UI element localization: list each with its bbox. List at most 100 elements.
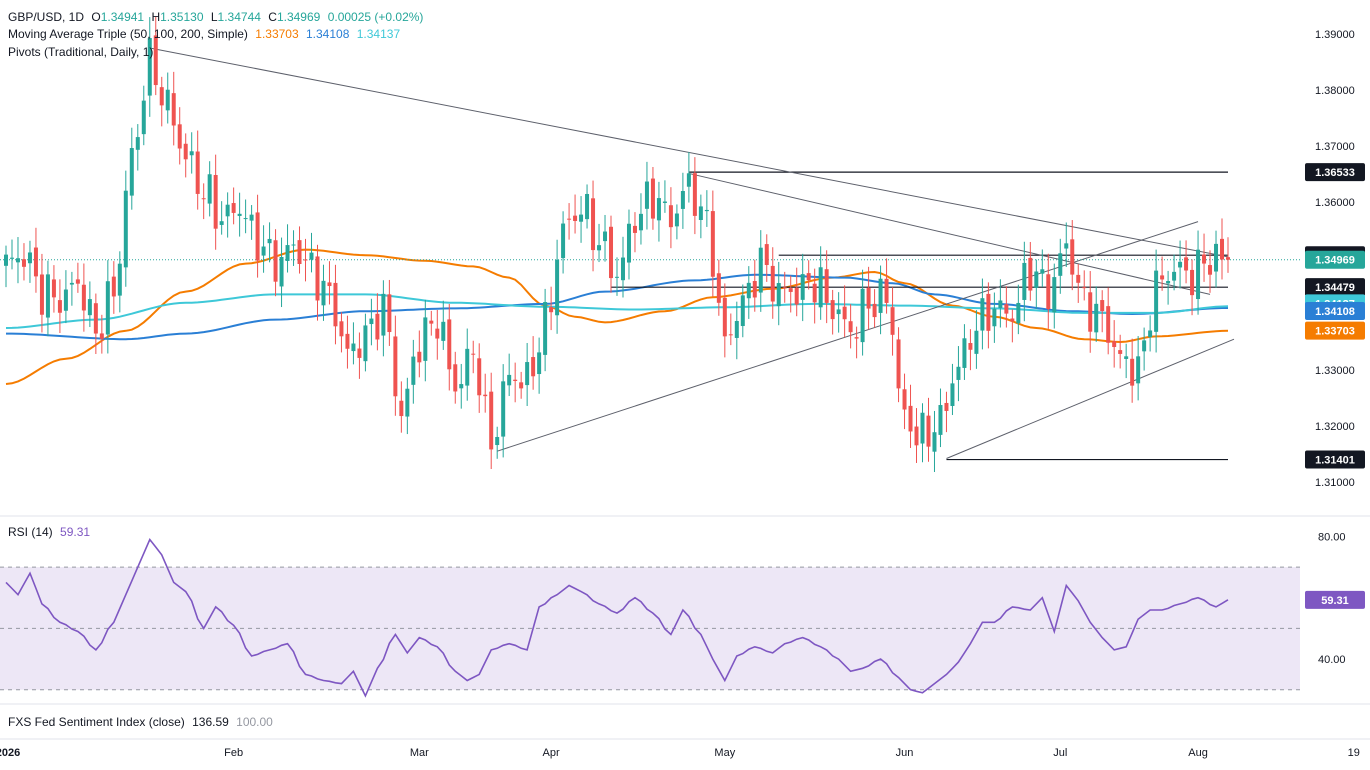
price-badge[interactable] (1305, 163, 1365, 182)
candle-up[interactable] (626, 223, 631, 263)
candle-down[interactable] (968, 343, 973, 350)
candle-down[interactable] (812, 283, 817, 303)
candle-up[interactable] (818, 267, 823, 308)
candle-up[interactable] (620, 257, 625, 281)
candle-down[interactable] (315, 256, 320, 301)
candle-down[interactable] (1046, 274, 1051, 310)
candle-down[interactable] (728, 334, 733, 336)
candle-up[interactable] (662, 201, 667, 203)
rsi-pane[interactable]: 80.00 40.00 59.31 (0, 531, 1365, 698)
candle-up[interactable] (405, 388, 410, 417)
candle-down[interactable] (429, 320, 434, 324)
candle-down[interactable] (710, 211, 715, 277)
price-badge[interactable] (1305, 321, 1365, 340)
candle-down[interactable] (99, 333, 104, 339)
candle-up[interactable] (267, 238, 272, 244)
candle-down[interactable] (39, 274, 44, 315)
price-badge[interactable] (1305, 278, 1365, 297)
candle-down[interactable] (908, 405, 913, 432)
candle-down[interactable] (1100, 300, 1105, 311)
candle-down[interactable] (435, 328, 440, 339)
candle-down[interactable] (1070, 239, 1075, 275)
candle-up[interactable] (597, 245, 602, 251)
candle-down[interactable] (591, 198, 596, 251)
candle-up[interactable] (123, 190, 128, 268)
candle-down[interactable] (213, 174, 218, 229)
candle-up[interactable] (734, 320, 739, 338)
candle-down[interactable] (57, 300, 62, 313)
candle-up[interactable] (1154, 270, 1159, 332)
candle-down[interactable] (692, 173, 697, 216)
candle-down[interactable] (255, 212, 260, 261)
candle-up[interactable] (237, 213, 242, 216)
candle-up[interactable] (381, 293, 386, 336)
candle-up[interactable] (219, 221, 224, 225)
candle-up[interactable] (135, 137, 140, 150)
candle-up[interactable] (998, 300, 1003, 309)
candle-down[interactable] (1220, 238, 1225, 260)
candle-up[interactable] (423, 317, 428, 361)
candle-down[interactable] (531, 357, 536, 377)
candle-up[interactable] (585, 193, 590, 220)
candle-down[interactable] (333, 282, 338, 327)
candle-up[interactable] (860, 288, 865, 343)
candle-up[interactable] (507, 374, 512, 386)
candle-up[interactable] (1052, 277, 1057, 313)
candle-up[interactable] (309, 252, 314, 260)
symbol-legend[interactable]: GBP/USD, 1D O1.34941 H1.35130 L1.34744 C… (8, 10, 427, 24)
candle-down[interactable] (417, 351, 422, 363)
candle-up[interactable] (615, 276, 619, 278)
candle-up[interactable] (495, 436, 500, 446)
candle-down[interactable] (668, 205, 673, 228)
candle-up[interactable] (1040, 269, 1045, 274)
candle-down[interactable] (1028, 257, 1033, 291)
candle-up[interactable] (1172, 271, 1177, 281)
candle-up[interactable] (459, 384, 464, 389)
candle-down[interactable] (453, 364, 458, 392)
candle-up[interactable] (674, 213, 679, 227)
candle-down[interactable] (177, 124, 182, 149)
candle-up[interactable] (243, 218, 248, 220)
candle-down[interactable] (848, 321, 853, 333)
candle-down[interactable] (93, 303, 98, 334)
candle-down[interactable] (81, 284, 86, 311)
candle-down[interactable] (1226, 257, 1230, 260)
candle-down[interactable] (914, 426, 919, 446)
candle-down[interactable] (513, 379, 518, 382)
candle-down[interactable] (842, 306, 847, 320)
candle-up[interactable] (956, 366, 961, 380)
candle-down[interactable] (303, 259, 308, 261)
candle-down[interactable] (794, 287, 799, 305)
candle-down[interactable] (716, 273, 721, 303)
candle-up[interactable] (543, 302, 548, 355)
candle-down[interactable] (854, 337, 859, 339)
candle-up[interactable] (878, 278, 883, 313)
time-axis[interactable]: 2026 Feb Mar Apr May Jun Jul Aug 19 (0, 747, 1360, 759)
candle-down[interactable] (1190, 269, 1195, 296)
candle-up[interactable] (932, 432, 937, 452)
candle-up[interactable] (1022, 262, 1027, 300)
candle-down[interactable] (824, 269, 829, 303)
candle-up[interactable] (87, 299, 92, 316)
candle-up[interactable] (680, 191, 685, 209)
candle-up[interactable] (207, 174, 212, 204)
candle-up[interactable] (704, 209, 709, 212)
candle-up[interactable] (1136, 356, 1141, 384)
candle-down[interactable] (357, 348, 362, 358)
candle-down[interactable] (609, 226, 614, 279)
trendline[interactable] (946, 338, 1235, 459)
candle-down[interactable] (1010, 318, 1015, 322)
candle-down[interactable] (1082, 287, 1087, 289)
candle-up[interactable] (279, 256, 284, 287)
candle-up[interactable] (800, 274, 805, 300)
candle-up[interactable] (1058, 253, 1063, 276)
rsi-legend[interactable]: RSI (14) 59.31 (8, 525, 94, 539)
candle-up[interactable] (644, 181, 649, 209)
candle-down[interactable] (1076, 274, 1081, 283)
candle-down[interactable] (171, 93, 176, 126)
candle-up[interactable] (165, 89, 170, 111)
candle-down[interactable] (33, 247, 38, 277)
candle-down[interactable] (111, 276, 116, 297)
candle-down[interactable] (375, 313, 380, 340)
price-pane[interactable] (0, 16, 1300, 473)
